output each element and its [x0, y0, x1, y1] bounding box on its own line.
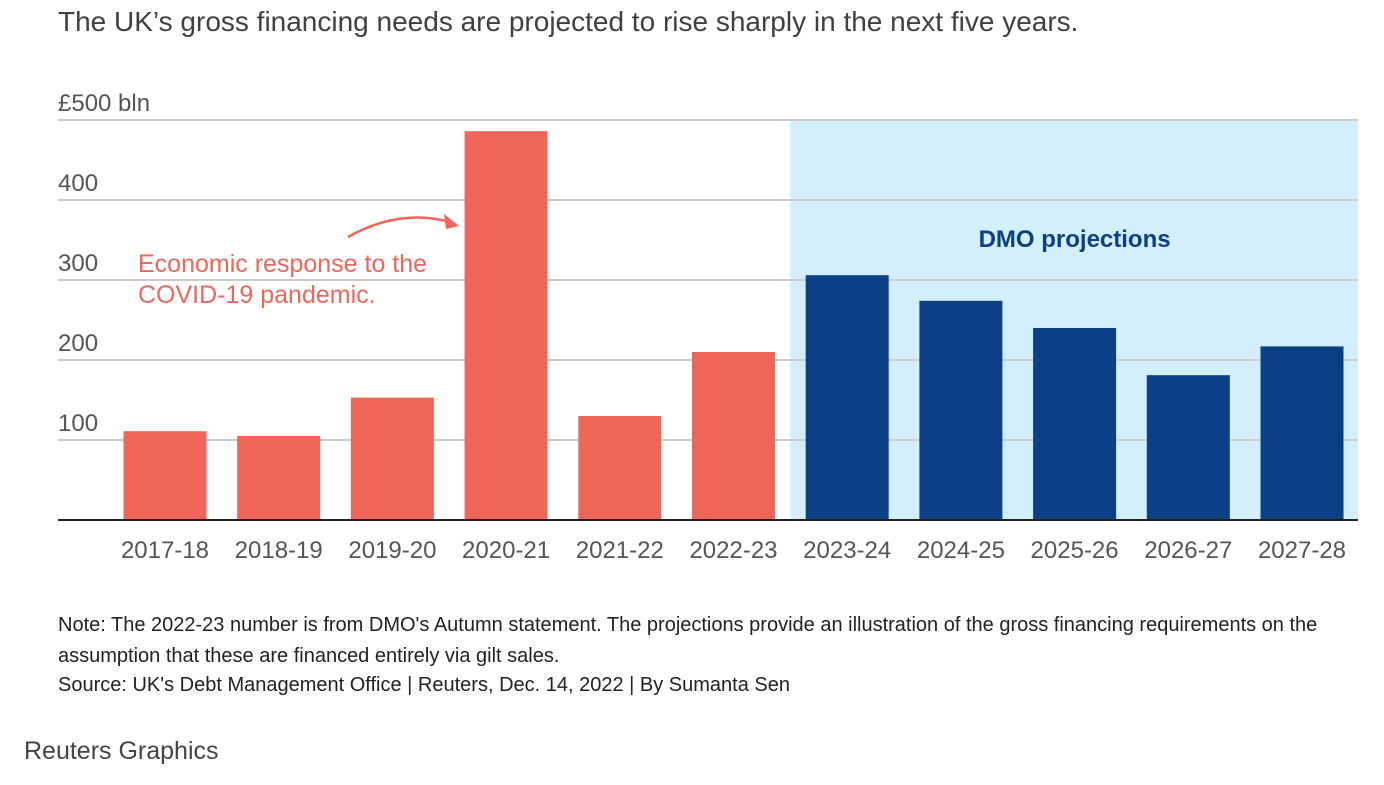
annotation-layer: Economic response to the COVID-19 pandemi… [138, 214, 1171, 309]
x-tick-label: 2027-28 [1258, 537, 1346, 564]
annotation-arrow-line [347, 216, 451, 239]
bar [350, 397, 434, 520]
x-tick-label: 2018-19 [235, 537, 323, 564]
axis-layer: 100 200 300 400 £500 bln 2017-18 2018-19 2019-2… [58, 90, 1358, 564]
y-tick-label: 400 [58, 170, 98, 197]
y-tick-label: 200 [58, 330, 98, 357]
bar [1033, 328, 1117, 520]
bar [1260, 346, 1344, 520]
bar [1146, 375, 1230, 520]
x-tick-label: 2025-26 [1031, 537, 1119, 564]
chart-source: Source: UK's Debt Management Office | Re… [58, 674, 790, 696]
x-tick-label: 2023-24 [803, 537, 891, 564]
x-tick-label: 2021-22 [576, 537, 664, 564]
bar [578, 416, 662, 520]
x-tick-label: 2020-21 [462, 537, 550, 564]
x-tick-label: 2019-20 [348, 537, 436, 564]
bar [805, 275, 889, 520]
projection-label: DMO projections [979, 226, 1171, 253]
x-tick-label: 2022-23 [689, 537, 777, 564]
chart-note: Note: The 2022-23 number is from DMO's A… [58, 614, 1318, 667]
x-tick-label: 2026-27 [1144, 537, 1232, 564]
x-tick-label: 2017-18 [121, 537, 209, 564]
chart-subtitle: The UK’s gross financing needs are proje… [58, 6, 1079, 37]
covid-annotation: Economic response to the COVID-19 pandemi… [138, 250, 427, 309]
bar-chart: 100 200 300 400 £500 bln 2017-18 2018-19 2019-2… [58, 90, 1358, 564]
bar [464, 131, 548, 520]
brand-label: Reuters Graphics [24, 737, 219, 765]
y-tick-label: £500 bln [58, 90, 150, 117]
bar [919, 300, 1003, 520]
x-tick-label: 2024-25 [917, 537, 1005, 564]
bar [692, 352, 775, 520]
bar [123, 431, 207, 520]
bars-layer [123, 131, 1344, 520]
y-tick-label: 300 [58, 250, 98, 277]
y-tick-label: 100 [58, 410, 98, 437]
annotation-arrowhead [444, 214, 459, 229]
bar [237, 436, 321, 520]
